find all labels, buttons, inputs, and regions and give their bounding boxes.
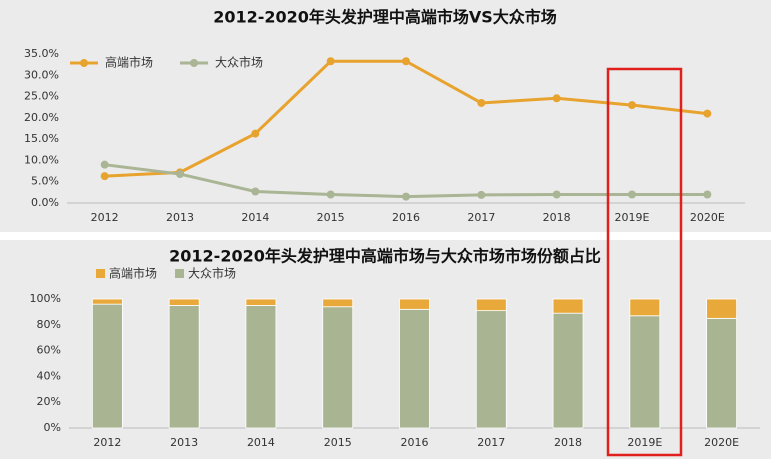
bar-segment bbox=[475, 310, 507, 429]
bar-segment bbox=[91, 298, 123, 305]
legend-label: 大众市场 bbox=[215, 55, 263, 70]
y-tick-label: 15.0% bbox=[24, 132, 59, 145]
x-tick-label: 2015 bbox=[324, 436, 352, 449]
point bbox=[552, 94, 561, 103]
legend-label: 大众市场 bbox=[188, 266, 236, 281]
chart-title: 2012-2020年头发护理中高端市场VS大众市场 bbox=[213, 8, 557, 27]
bar-segment bbox=[399, 298, 430, 310]
legend-marker bbox=[190, 59, 199, 67]
point bbox=[477, 190, 486, 199]
point bbox=[628, 101, 636, 110]
bar-segment bbox=[168, 305, 200, 429]
bar-segment bbox=[245, 305, 277, 429]
point bbox=[251, 129, 260, 138]
x-tick-label: 2015 bbox=[317, 211, 345, 224]
bar-segment bbox=[629, 298, 661, 317]
bar-segment bbox=[629, 315, 661, 429]
point bbox=[326, 190, 335, 199]
bar-segment bbox=[706, 298, 738, 319]
point bbox=[100, 172, 109, 181]
highlight-box bbox=[606, 67, 683, 457]
point bbox=[402, 57, 410, 66]
y-tick-label: 25.0% bbox=[24, 90, 59, 103]
bar-segment bbox=[552, 312, 584, 429]
legend-marker bbox=[80, 59, 88, 67]
y-tick-label: 30.0% bbox=[24, 68, 59, 81]
y-tick-label: 0% bbox=[44, 421, 61, 434]
legend-label: 高端市场 bbox=[109, 266, 157, 281]
y-tick-label: 20.0% bbox=[24, 111, 59, 124]
y-tick-label: 20% bbox=[37, 395, 61, 408]
x-tick-label: 2012 bbox=[91, 211, 119, 224]
y-tick-label: 0.0% bbox=[31, 196, 59, 209]
x-tick-label: 2019E bbox=[627, 436, 662, 449]
bar-segment bbox=[475, 298, 507, 312]
y-tick-label: 100% bbox=[30, 292, 61, 305]
x-tick-label: 2013 bbox=[166, 211, 194, 224]
point bbox=[100, 160, 109, 169]
point bbox=[402, 192, 410, 201]
x-tick-label: 2014 bbox=[241, 211, 269, 224]
bar-segment bbox=[322, 306, 354, 429]
x-tick-label: 2018 bbox=[554, 436, 582, 449]
point bbox=[703, 109, 712, 118]
point bbox=[326, 57, 335, 66]
x-tick-label: 2020E bbox=[704, 436, 739, 449]
point bbox=[628, 190, 636, 199]
y-tick-label: 35.0% bbox=[24, 47, 59, 60]
bar-segment bbox=[706, 317, 738, 429]
y-tick-label: 5.0% bbox=[31, 175, 59, 188]
legend-swatch bbox=[175, 269, 185, 278]
x-tick-label: 2020E bbox=[690, 211, 725, 224]
point bbox=[703, 190, 712, 199]
point bbox=[477, 98, 486, 107]
x-tick-label: 2016 bbox=[392, 211, 420, 224]
chart-title: 2012-2020年头发护理中高端市场与大众市场市场份额占比 bbox=[169, 247, 601, 266]
y-tick-label: 40% bbox=[37, 369, 61, 382]
bar-segment bbox=[322, 298, 354, 308]
y-tick-label: 80% bbox=[37, 318, 61, 331]
y-tick-label: 10.0% bbox=[24, 153, 59, 166]
x-tick-label: 2018 bbox=[543, 211, 571, 224]
x-tick-label: 2017 bbox=[477, 436, 505, 449]
bar-segment bbox=[399, 308, 430, 429]
x-tick-label: 2017 bbox=[467, 211, 495, 224]
x-tick-label: 2014 bbox=[247, 436, 275, 449]
bar-segment bbox=[245, 298, 277, 306]
x-tick-label: 2016 bbox=[401, 436, 429, 449]
y-tick-label: 60% bbox=[37, 344, 61, 357]
bar-segment bbox=[91, 303, 123, 429]
bar-segment bbox=[552, 298, 584, 314]
legend-label: 高端市场 bbox=[105, 55, 153, 70]
point bbox=[552, 190, 561, 199]
x-tick-label: 2019E bbox=[615, 211, 650, 224]
point bbox=[251, 187, 260, 196]
point bbox=[176, 170, 184, 179]
legend-swatch bbox=[96, 269, 105, 278]
x-tick-label: 2013 bbox=[170, 436, 198, 449]
bar-segment bbox=[168, 298, 200, 306]
x-tick-label: 2012 bbox=[93, 436, 121, 449]
